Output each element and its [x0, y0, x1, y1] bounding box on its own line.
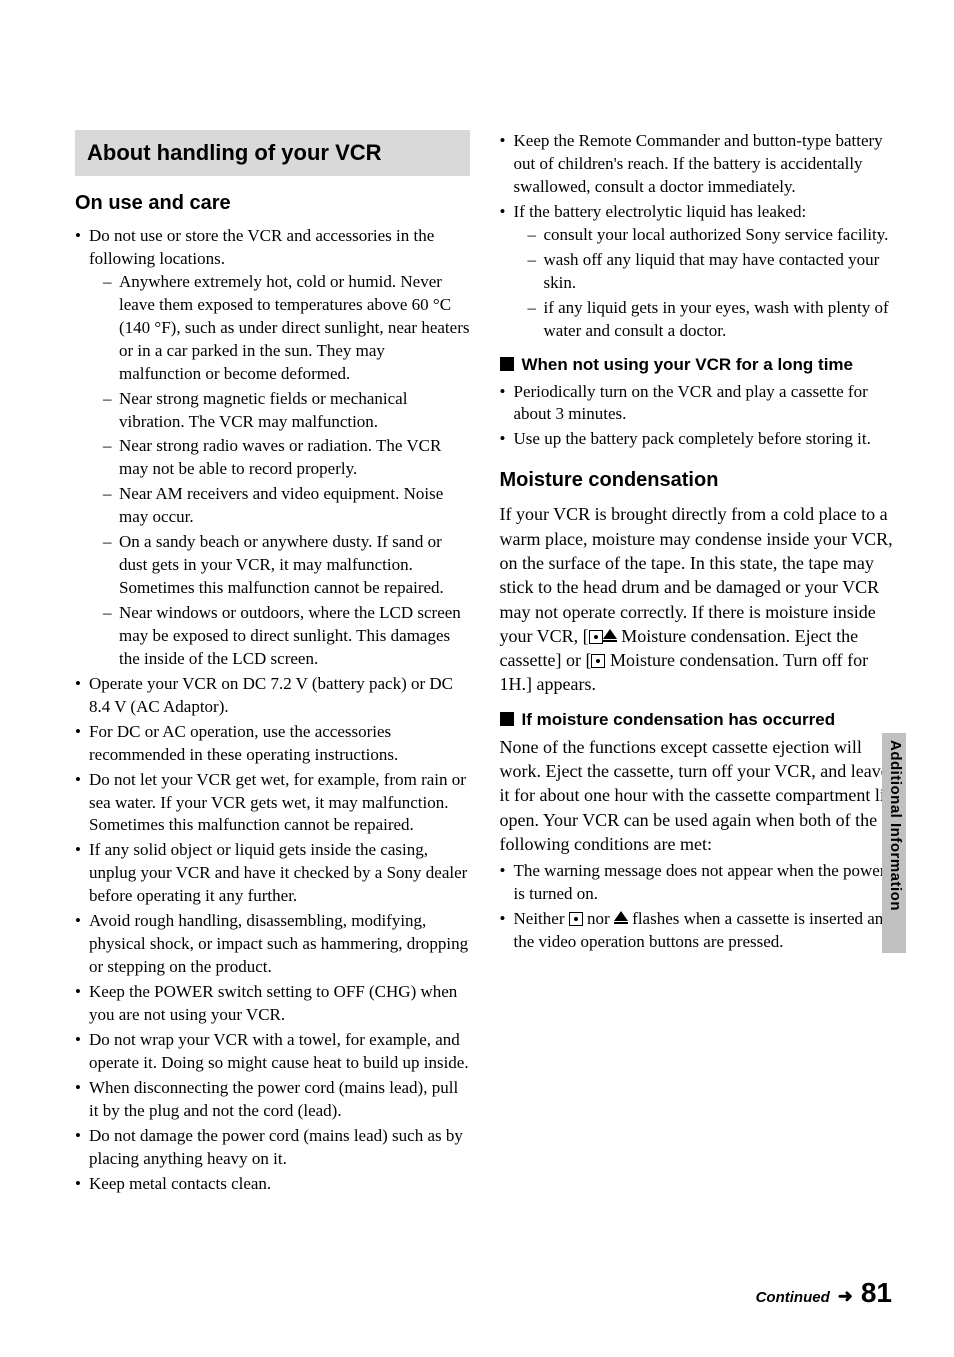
page-number: 81: [861, 1277, 892, 1309]
eject-icon: [603, 629, 617, 639]
list-item: Use up the battery pack completely befor…: [500, 428, 895, 451]
occurred-list: The warning message does not appear when…: [500, 860, 895, 954]
left-column: About handling of your VCR On use and ca…: [75, 130, 470, 1197]
list-item: Near strong radio waves or radiation. Th…: [103, 435, 470, 481]
not-using-list: Periodically turn on the VCR and play a …: [500, 381, 895, 452]
square-icon: [500, 712, 514, 726]
moisture-icon: [589, 630, 603, 644]
list-item: The warning message does not appear when…: [500, 860, 895, 906]
list-item: Do not let your VCR get wet, for example…: [75, 769, 470, 838]
locations-list: Anywhere extremely hot, cold or humid. N…: [89, 271, 470, 671]
top-bullets: Keep the Remote Commander and button-typ…: [500, 130, 895, 342]
list-item: Avoid rough handling, disassembling, mod…: [75, 910, 470, 979]
moisture-paragraph: If your VCR is brought directly from a c…: [500, 502, 895, 696]
list-item: Do not use or store the VCR and accessor…: [75, 225, 470, 671]
list-item: Keep the Remote Commander and button-typ…: [500, 130, 895, 199]
moisture-heading: Moisture condensation: [500, 469, 895, 492]
arrow-icon: ➜: [838, 1286, 853, 1307]
section-title: About handling of your VCR: [75, 130, 470, 176]
list-item: For DC or AC operation, use the accessor…: [75, 721, 470, 767]
text: If the battery electrolytic liquid has l…: [514, 202, 807, 221]
on-use-heading: On use and care: [75, 192, 470, 215]
not-using-heading: When not using your VCR for a long time: [500, 354, 895, 376]
text: nor: [583, 909, 614, 928]
text: Neither: [514, 909, 569, 928]
list-item: Do not damage the power cord (mains lead…: [75, 1125, 470, 1171]
list-item: Keep the POWER switch setting to OFF (CH…: [75, 981, 470, 1027]
list-item: Do not wrap your VCR with a towel, for e…: [75, 1029, 470, 1075]
list-item: wash off any liquid that may have contac…: [528, 249, 895, 295]
moisture-icon: [591, 654, 605, 668]
list-item: consult your local authorized Sony servi…: [528, 224, 895, 247]
continued-label: Continued: [756, 1289, 830, 1306]
sidebar-label: Additional Information: [887, 740, 904, 911]
list-item: Keep metal contacts clean.: [75, 1173, 470, 1196]
occurred-paragraph: None of the functions except cassette ej…: [500, 735, 895, 856]
list-item: If the battery electrolytic liquid has l…: [500, 201, 895, 343]
use-care-list: Do not use or store the VCR and accessor…: [75, 225, 470, 1195]
right-column: Keep the Remote Commander and button-typ…: [500, 130, 895, 1197]
list-item: When disconnecting the power cord (mains…: [75, 1077, 470, 1123]
list-item: If any solid object or liquid gets insid…: [75, 839, 470, 908]
eject-icon: [614, 911, 628, 921]
list-item: if any liquid gets in your eyes, wash wi…: [528, 297, 895, 343]
list-item: Neither nor flashes when a cassette is i…: [500, 908, 895, 954]
text: When not using your VCR for a long time: [522, 355, 854, 374]
list-item: Anywhere extremely hot, cold or humid. N…: [103, 271, 470, 386]
text: Do not use or store the VCR and accessor…: [89, 226, 434, 268]
if-occurred-heading: If moisture condensation has occurred: [500, 709, 895, 731]
list-item: Periodically turn on the VCR and play a …: [500, 381, 895, 427]
footer: Continued ➜ 81: [756, 1277, 892, 1309]
square-icon: [500, 357, 514, 371]
leak-list: consult your local authorized Sony servi…: [514, 224, 895, 343]
text: If your VCR is brought directly from a c…: [500, 504, 893, 645]
page-content: About handling of your VCR On use and ca…: [75, 130, 894, 1197]
list-item: Near strong magnetic fields or mechanica…: [103, 388, 470, 434]
list-item: On a sandy beach or anywhere dusty. If s…: [103, 531, 470, 600]
list-item: Operate your VCR on DC 7.2 V (battery pa…: [75, 673, 470, 719]
text: If moisture condensation has occurred: [522, 710, 836, 729]
moisture-icon: [569, 912, 583, 926]
list-item: Near windows or outdoors, where the LCD …: [103, 602, 470, 671]
list-item: Near AM receivers and video equipment. N…: [103, 483, 470, 529]
